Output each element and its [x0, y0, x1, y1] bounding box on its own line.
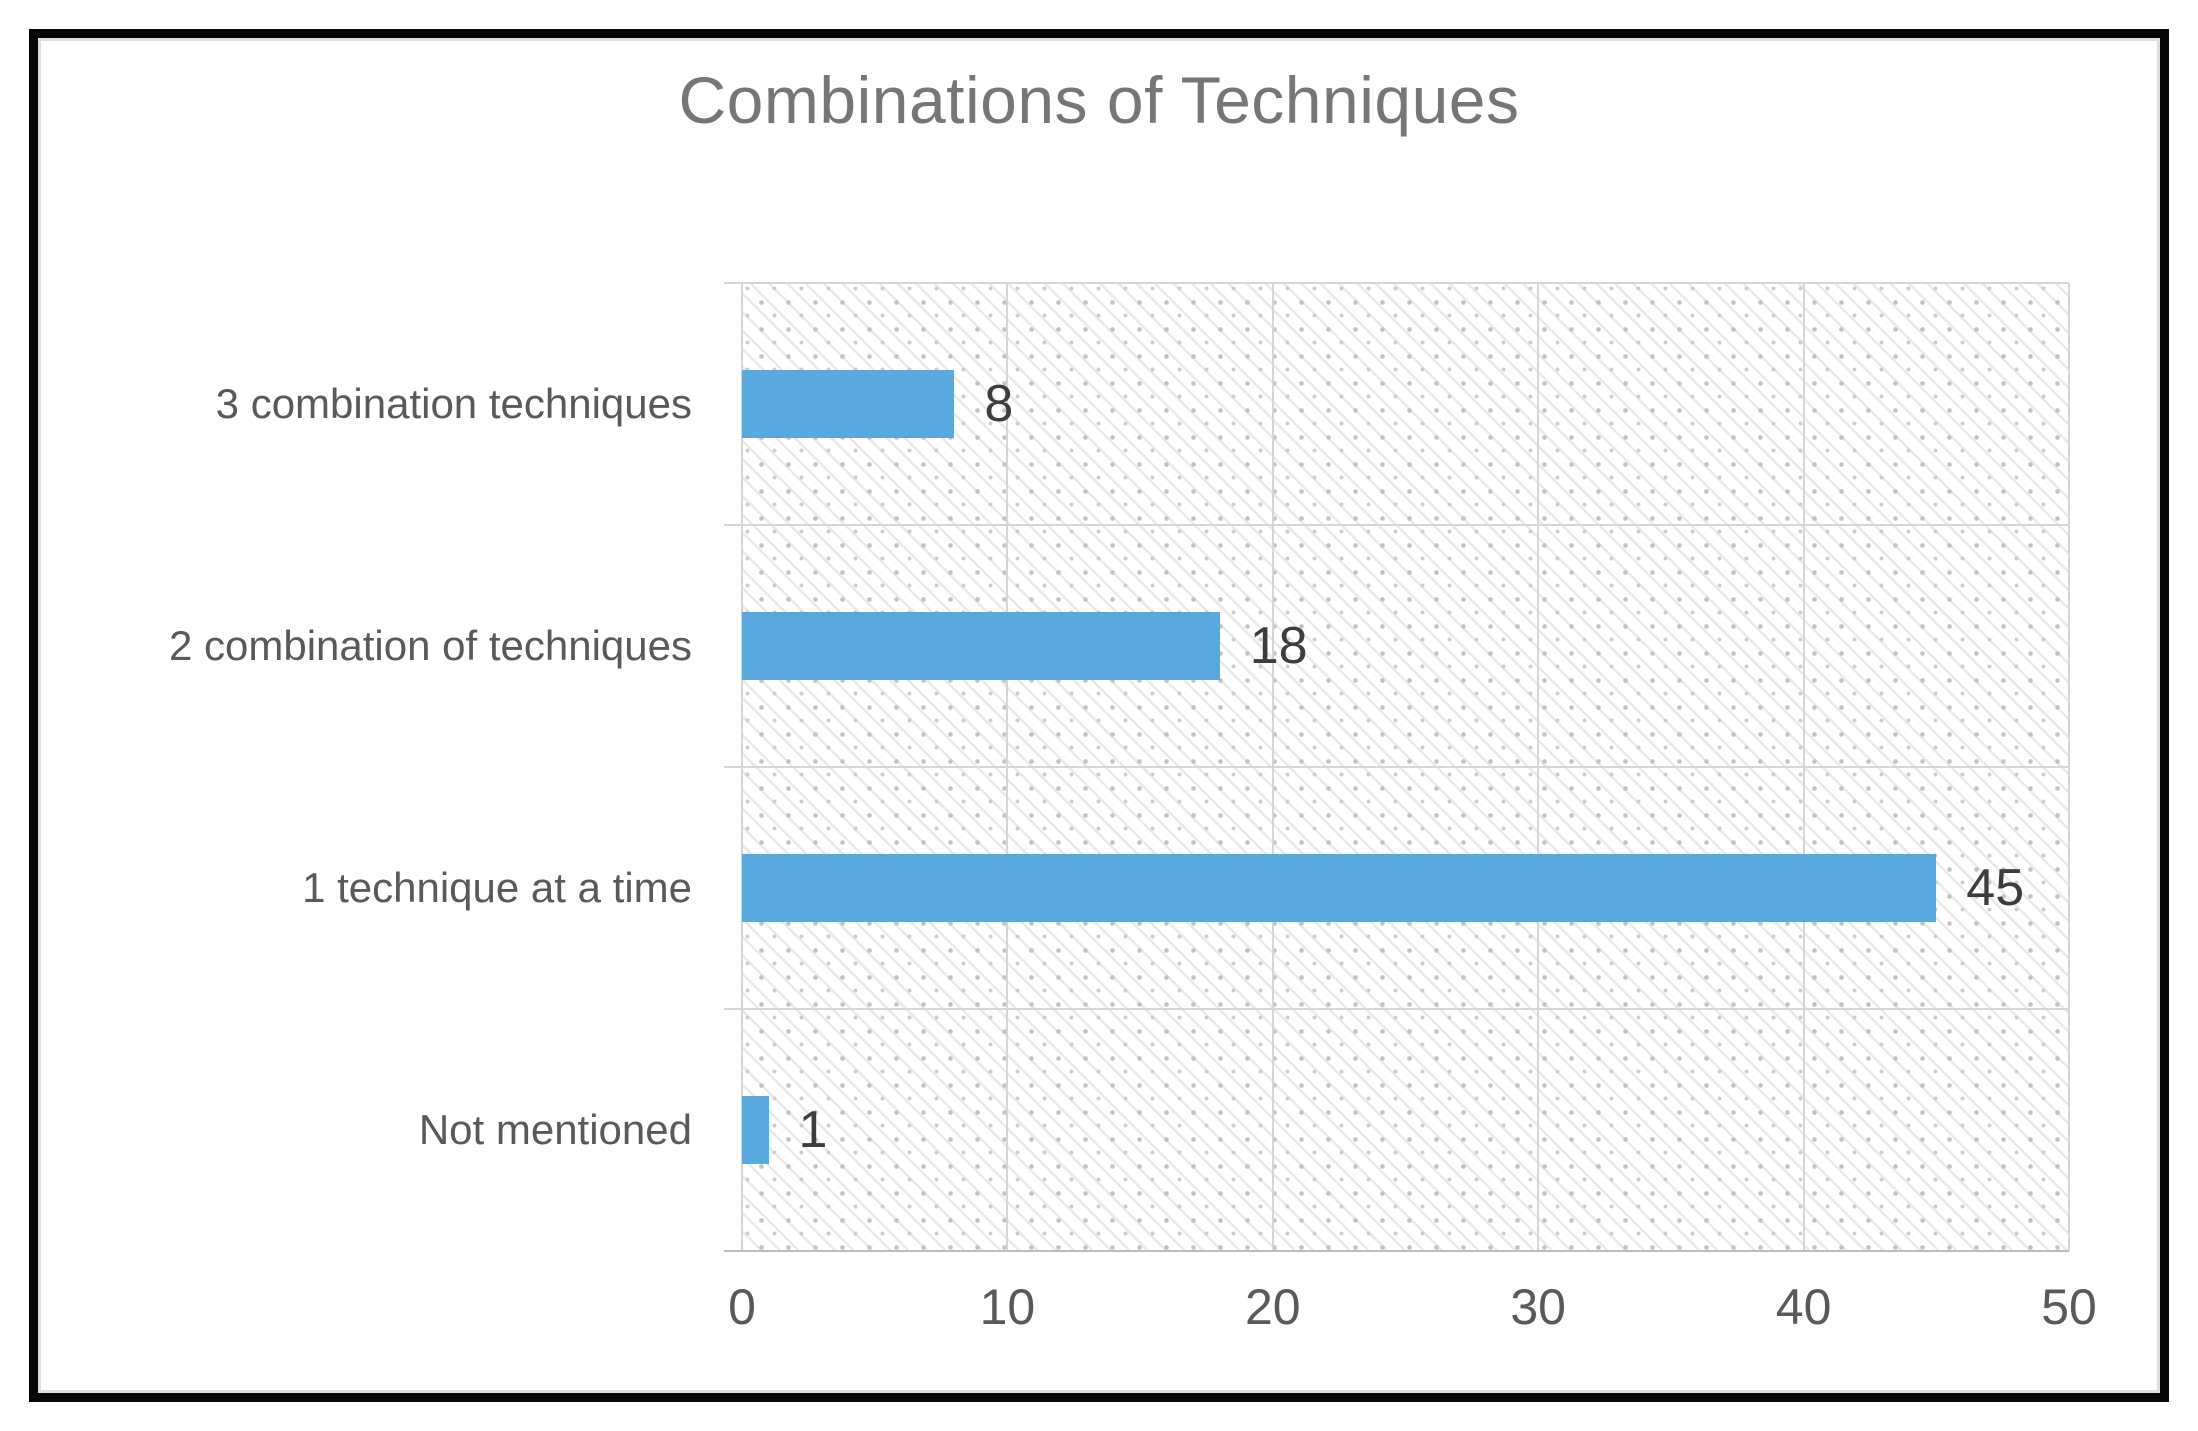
x-tick-label: 0: [728, 1279, 756, 1335]
category-label: 3 combination techniques: [215, 380, 692, 427]
bar-value-label: 18: [1249, 617, 1308, 675]
x-axis-line: [724, 1250, 2069, 1252]
bar: [742, 612, 1220, 680]
value-axis: 0 10 20 30 40 50: [728, 1278, 2097, 1348]
gridline-y-0: [724, 282, 2069, 284]
category-label: 1 technique at a time: [302, 864, 692, 911]
x-tick-label: 10: [979, 1279, 1036, 1335]
gridline-x-50: [2068, 283, 2070, 1251]
x-tick-label: 30: [1510, 1279, 1566, 1335]
bar: [742, 854, 1937, 922]
category-label: 2 combination of techniques: [168, 622, 692, 669]
gridline-y-2: [724, 766, 2069, 768]
bar-value-label: 8: [984, 375, 1014, 433]
chart-border-inner-line: [38, 38, 2160, 1393]
x-tick-label: 40: [1775, 1279, 1832, 1335]
bar: [742, 370, 955, 438]
category-axis-labels: 3 combination techniques 2 combination of…: [80, 283, 692, 1251]
bar: [742, 1096, 769, 1164]
x-tick-label: 20: [1244, 1279, 1301, 1335]
plot-area: 8 18 45 1: [724, 282, 2070, 1252]
chart-title: Combinations of Techniques: [678, 63, 1520, 137]
category-label: Not mentioned: [418, 1106, 692, 1153]
chart-border: [29, 29, 2169, 1402]
gridline-y-3: [724, 1008, 2069, 1010]
x-tick-label: 50: [2041, 1279, 2097, 1335]
bar-value-label: 45: [1966, 859, 2025, 917]
bar-value-label: 1: [798, 1101, 828, 1159]
gridline-y-1: [724, 524, 2069, 526]
